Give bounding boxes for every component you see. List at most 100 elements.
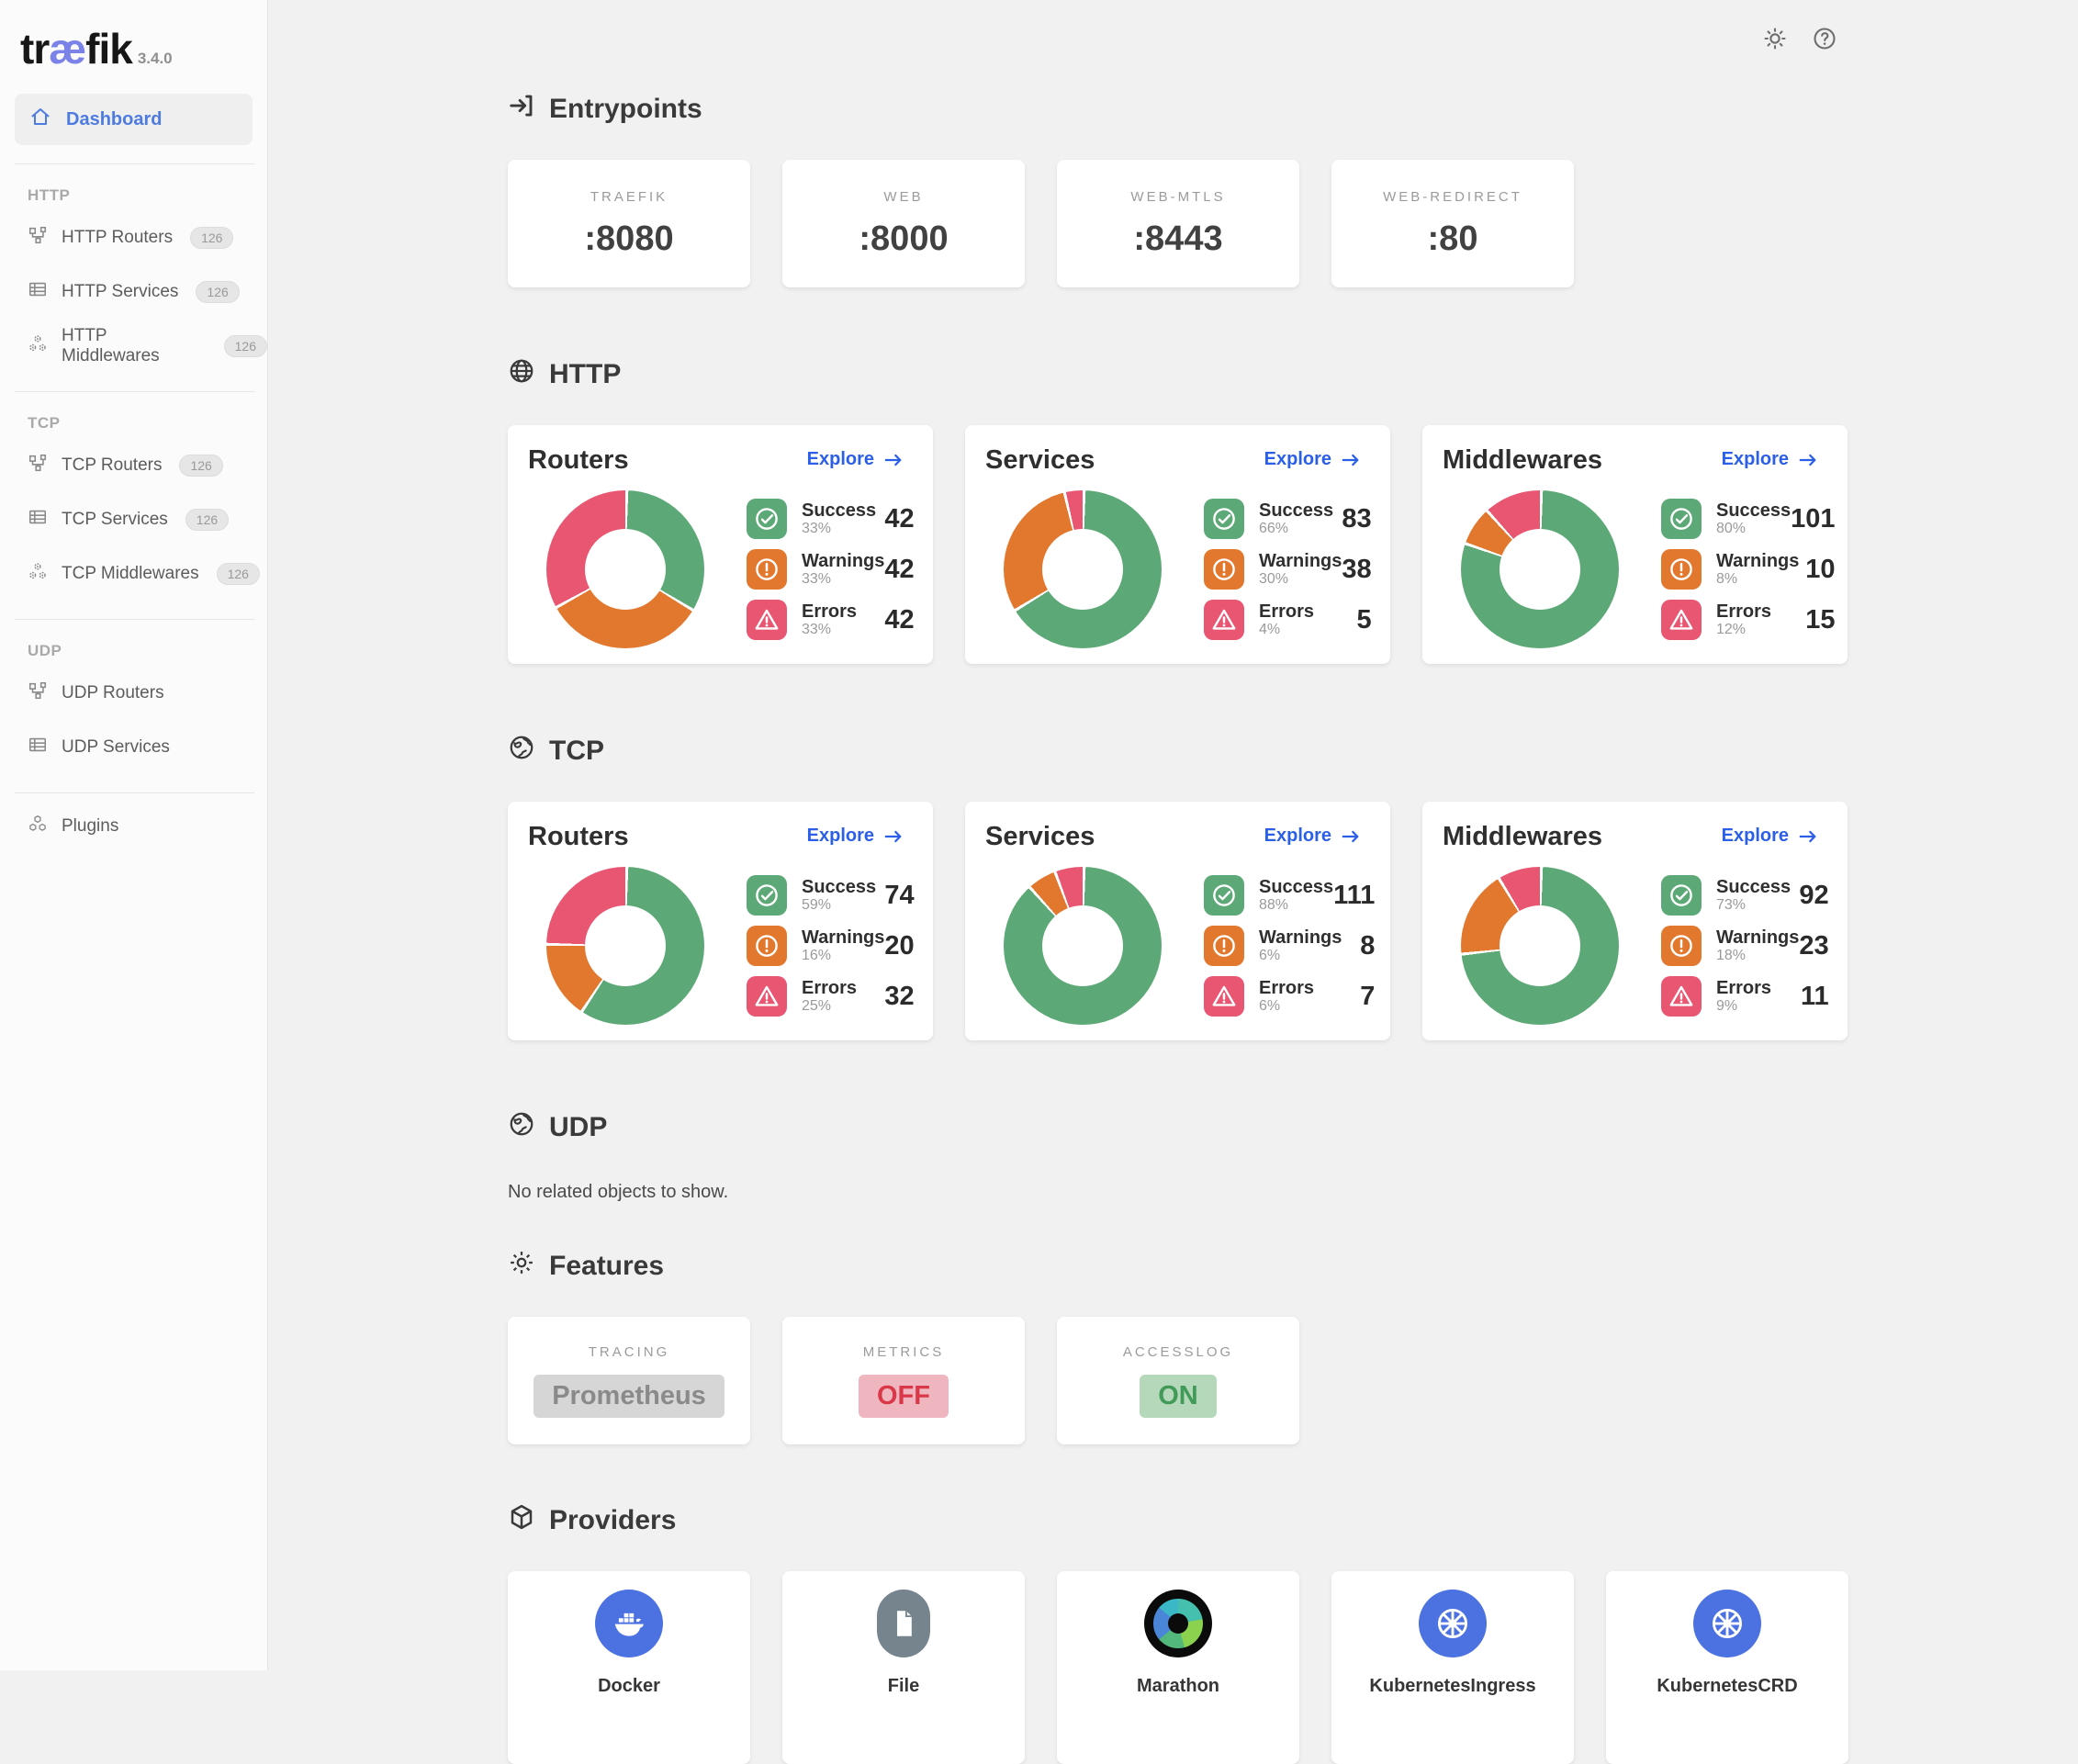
sidebar-divider	[15, 792, 254, 793]
count-badge: 126	[190, 227, 233, 249]
sidebar-item-dashboard[interactable]: Dashboard	[15, 94, 253, 145]
success-icon	[747, 875, 787, 916]
entrypoint-port: :80	[1428, 219, 1478, 259]
provider-label: File	[888, 1676, 919, 1697]
login-arrow-icon	[508, 92, 535, 127]
entrypoint-name: WEB-MTLS	[1130, 189, 1225, 205]
card-title: Middlewares	[1443, 822, 1602, 852]
stat-value: 8	[1360, 931, 1375, 961]
donut-chart	[1461, 490, 1619, 648]
sidebar-item-http-services[interactable]: HTTP Services 126	[0, 264, 267, 319]
provider-label: KubernetesCRD	[1657, 1676, 1797, 1697]
section-title: UDP	[549, 1112, 607, 1143]
sidebar-item-plugins[interactable]: Plugins	[0, 799, 267, 853]
stat-value: 20	[884, 931, 914, 961]
warning-icon	[1661, 926, 1702, 966]
warning-icon	[1204, 926, 1244, 966]
sidebar-item-udp-services[interactable]: UDP Services	[0, 720, 267, 774]
error-icon	[1661, 600, 1702, 640]
sidebar-divider	[15, 391, 254, 392]
services-icon	[28, 507, 48, 533]
cubes-icon	[28, 814, 48, 839]
explore-link[interactable]: Explore	[807, 449, 905, 470]
provider-label: Marathon	[1137, 1676, 1219, 1697]
success-icon	[1204, 875, 1244, 916]
success-icon	[1661, 499, 1702, 539]
stat-value: 42	[884, 504, 914, 534]
explore-link[interactable]: Explore	[1264, 826, 1363, 847]
card-title: Services	[985, 822, 1095, 852]
sidebar-item-http-middlewares[interactable]: HTTP Middlewares 126	[0, 319, 267, 373]
explore-link[interactable]: Explore	[1722, 449, 1820, 470]
sidebar-item-label: Plugins	[62, 816, 118, 837]
kubernetes-icon	[1693, 1590, 1761, 1657]
sidebar-item-label: HTTP Services	[62, 282, 178, 302]
section-title: TCP	[549, 736, 604, 767]
sidebar-item-label: TCP Routers	[62, 455, 162, 476]
stat-value: 101	[1791, 504, 1835, 534]
entrypoint-port: :8080	[584, 219, 673, 259]
feature-label: METRICS	[863, 1344, 945, 1360]
help-icon[interactable]	[1812, 26, 1837, 51]
card-title: Routers	[528, 822, 629, 852]
count-badge: 126	[179, 455, 222, 477]
warning-icon	[747, 926, 787, 966]
count-badge: 126	[224, 335, 267, 357]
entrypoint-name: TRAEFIK	[590, 189, 668, 205]
provider-card-marathon: Marathon	[1057, 1571, 1299, 1764]
success-icon	[1661, 875, 1702, 916]
stat-value: 111	[1333, 881, 1375, 911]
error-icon	[1661, 976, 1702, 1017]
explore-link[interactable]: Explore	[1722, 826, 1820, 847]
sidebar-item-tcp-routers[interactable]: TCP Routers 126	[0, 438, 267, 492]
theme-toggle-sun-icon[interactable]	[1762, 26, 1788, 51]
feature-label: TRACING	[589, 1344, 670, 1360]
logo-text-pre: tr	[20, 25, 49, 73]
entrypoint-name: WEB-REDIRECT	[1383, 189, 1522, 205]
count-badge: 126	[196, 281, 239, 303]
stat-value: 42	[884, 605, 914, 635]
stat-value: 83	[1342, 504, 1371, 534]
error-icon	[747, 600, 787, 640]
routers-icon	[28, 680, 48, 706]
stat-value: 74	[884, 881, 914, 911]
stat-value: 15	[1805, 605, 1835, 635]
entrypoints-header: Entrypoints	[508, 92, 1848, 127]
feature-label: ACCESSLOG	[1123, 1344, 1233, 1360]
sidebar-item-udp-routers[interactable]: UDP Routers	[0, 666, 267, 720]
sidebar-item-tcp-middlewares[interactable]: TCP Middlewares 126	[0, 546, 267, 601]
sidebar-divider	[15, 163, 254, 164]
explore-link[interactable]: Explore	[807, 826, 905, 847]
features-header: Features	[508, 1249, 1848, 1284]
sidebar-item-tcp-services[interactable]: TCP Services 126	[0, 492, 267, 546]
section-title: HTTP	[549, 359, 621, 390]
warning-icon	[1204, 549, 1244, 590]
kubernetes-icon	[1419, 1590, 1487, 1657]
udp-empty-message: No related objects to show.	[508, 1182, 1848, 1203]
feature-value-chip: ON	[1140, 1375, 1217, 1418]
donut-chart	[1461, 867, 1619, 1025]
app-version: 3.4.0	[138, 50, 173, 67]
sidebar-item-label: HTTP Middlewares	[62, 326, 207, 366]
feature-value-chip: Prometheus	[534, 1375, 724, 1418]
entrypoint-port: :8443	[1133, 219, 1222, 259]
stat-value: 42	[884, 555, 914, 585]
file-icon	[877, 1590, 930, 1657]
sidebar-item-http-routers[interactable]: HTTP Routers 126	[0, 210, 267, 264]
explore-link[interactable]: Explore	[1264, 449, 1363, 470]
globe-earth-icon	[508, 734, 535, 769]
count-badge: 126	[217, 563, 260, 585]
